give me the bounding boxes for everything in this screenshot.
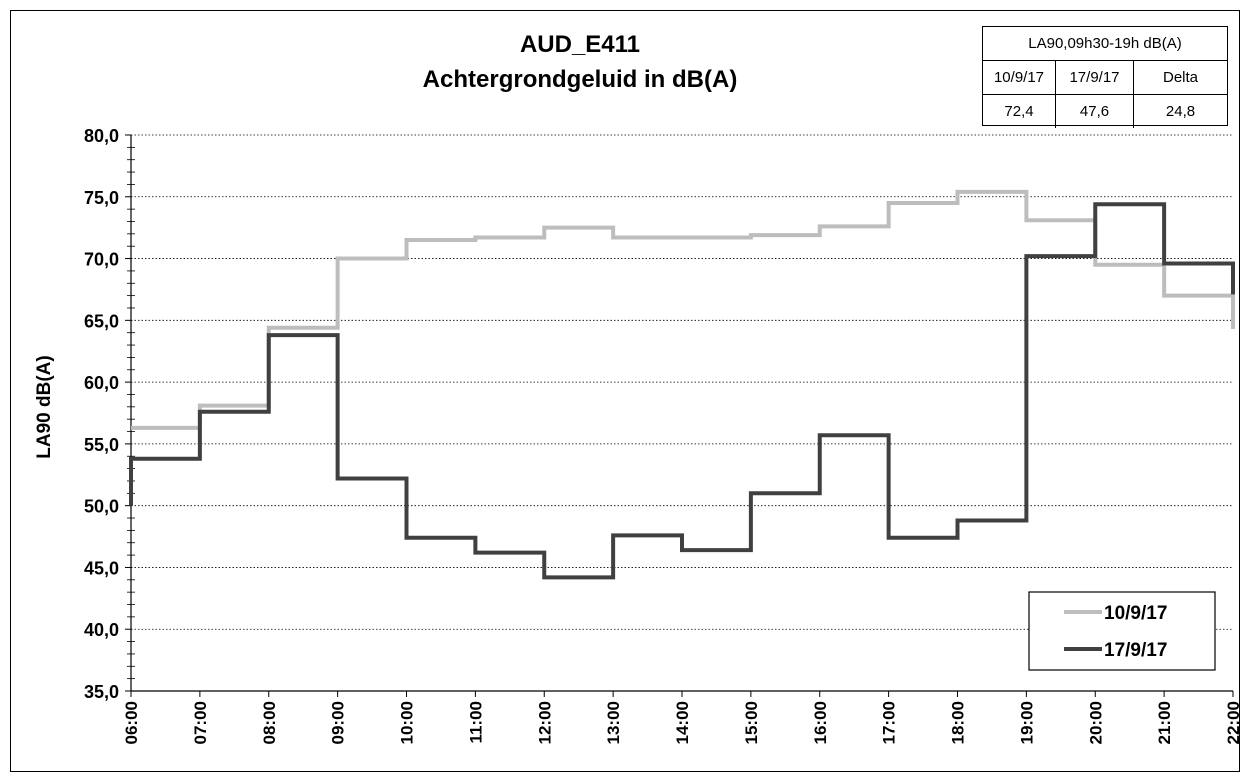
chart-title: AUD_E411	[519, 31, 641, 58]
summary-values-row: 72,4 47,6 24,8	[983, 94, 1227, 128]
x-tick-label: 07:00	[191, 701, 210, 744]
y-tick-label: 50,0	[84, 497, 119, 517]
x-tick-label: 15:00	[742, 701, 761, 744]
y-tick-label: 75,0	[84, 188, 119, 208]
x-tick-label: 20:00	[1086, 701, 1105, 744]
legend-label: 17/9/17	[1104, 640, 1167, 661]
chart-frame	[10, 10, 1240, 772]
y-tick-label: 55,0	[84, 435, 119, 455]
summary-header: LA90,09h30-19h dB(A)	[1028, 35, 1182, 52]
y-tick-label: 80,0	[84, 126, 119, 146]
summary-table: LA90,09h30-19h dB(A) 10/9/17 17/9/17 Del…	[982, 26, 1228, 128]
grid	[131, 134, 1233, 630]
summary-val-2: 47,6	[1055, 95, 1133, 128]
legend-box	[1028, 591, 1216, 671]
x-tick-label: 13:00	[604, 701, 623, 744]
series-line	[131, 189, 1235, 430]
x-tick-label: 12:00	[535, 701, 554, 744]
series-line	[129, 202, 1235, 580]
x-tick-label: 22:00	[1224, 701, 1243, 744]
chart-subtitle: Achtergrondgeluid in dB(A)	[422, 66, 738, 93]
axes	[125, 134, 1234, 697]
y-axis-label: LA90 dB(A)	[34, 355, 55, 458]
y-tick-label: 35,0	[84, 682, 119, 702]
x-tick-label: 06:00	[122, 701, 141, 744]
legend-label: 10/9/17	[1104, 603, 1167, 624]
x-tick-label: 21:00	[1155, 701, 1174, 744]
summary-val-3: 24,8	[1133, 95, 1227, 128]
y-tick-label: 45,0	[84, 558, 119, 578]
x-tick-label: 18:00	[949, 701, 968, 744]
x-tick-label: 14:00	[673, 701, 692, 744]
x-tick-label: 09:00	[329, 701, 348, 744]
y-tick-label: 65,0	[84, 311, 119, 331]
x-tick-label: 19:00	[1017, 701, 1036, 744]
x-tick-label: 17:00	[880, 701, 899, 744]
x-tick-label: 11:00	[466, 701, 485, 744]
y-tick-label: 70,0	[84, 250, 119, 270]
summary-val-1: 72,4	[1004, 103, 1034, 120]
x-tick-label: 16:00	[811, 701, 830, 744]
y-tick-label: 40,0	[84, 620, 119, 640]
summary-columns-row: 10/9/17 17/9/17 Delta	[983, 60, 1227, 94]
x-tick-label: 10:00	[398, 701, 417, 744]
tick-labels: 35,0 40,0 45,0 50,0 55,0 60,0 65,0 70,0 75,0 80,0…	[84, 126, 1243, 744]
series	[129, 189, 1235, 580]
legend: 10/9/17 17/9/17	[1028, 591, 1216, 671]
summary-header-row: LA90,09h30-19h dB(A)	[983, 27, 1227, 60]
summary-col-1: 10/9/17	[993, 69, 1045, 86]
x-tick-label: 08:00	[260, 701, 279, 744]
summary-col-3: Delta	[1133, 61, 1227, 94]
summary-col-2: 17/9/17	[1055, 61, 1133, 94]
y-tick-label: 60,0	[84, 373, 119, 393]
